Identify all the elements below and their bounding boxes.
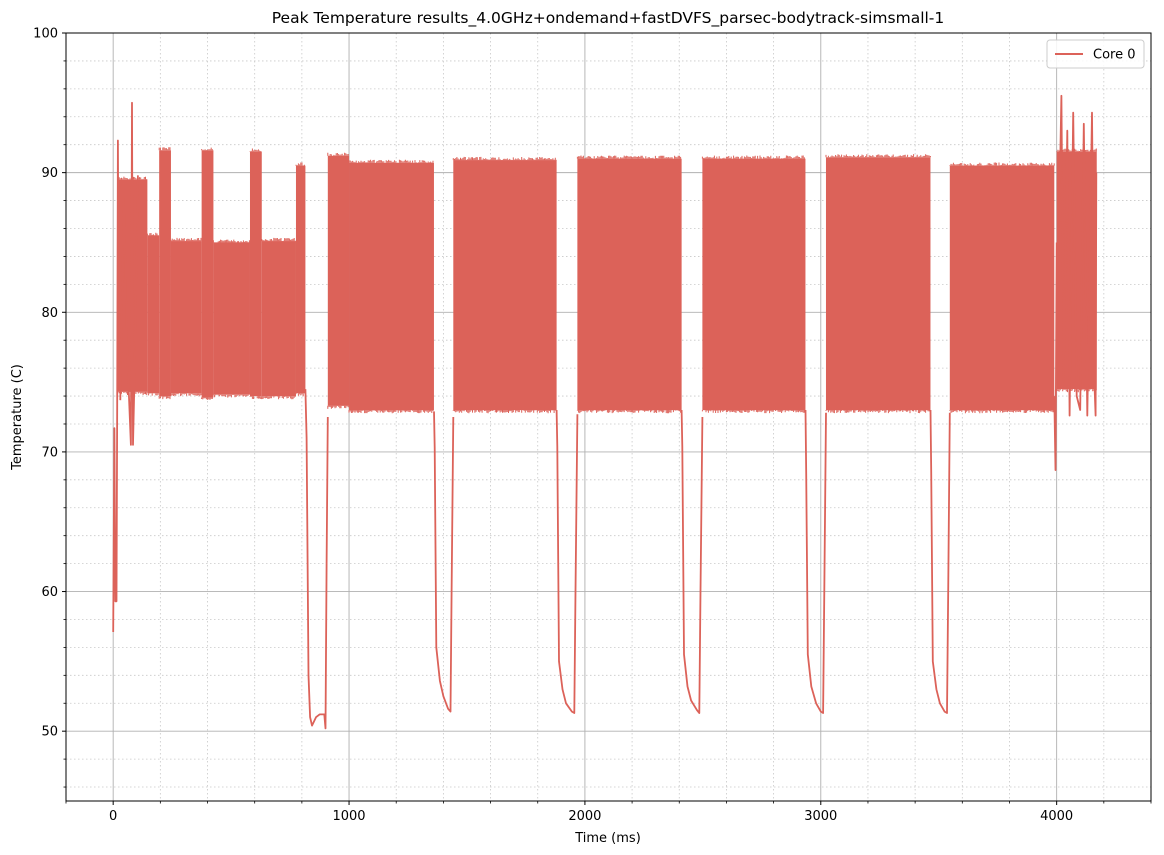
series-band-0-7	[213, 242, 250, 395]
series-band-edge-bottom	[158, 396, 171, 400]
series-band-edge-top	[201, 147, 213, 151]
series-band-edge-top	[212, 239, 250, 243]
series-band-edge-top	[576, 155, 682, 159]
y-tick-label: 90	[41, 166, 58, 181]
series-band-edge-top	[348, 159, 434, 163]
series-band-edge-top	[701, 155, 805, 159]
legend: Core 0	[1046, 39, 1145, 69]
series-band-edge-top	[249, 148, 262, 152]
series-band-0-13	[349, 162, 434, 411]
series-band-0-9	[261, 241, 296, 397]
series-band-0-23	[949, 165, 1055, 411]
series-band-edge-bottom	[327, 405, 349, 409]
y-tick-label: 60	[41, 585, 58, 600]
series-band-edge-top	[452, 156, 557, 161]
series-band-0-19	[702, 158, 806, 411]
series-line-0-24	[1053, 242, 1058, 471]
series-line-0-20	[804, 409, 827, 714]
x-tick-label: 1000	[332, 809, 365, 824]
series-band-0-3	[147, 235, 160, 394]
x-tick-label: 3000	[804, 809, 837, 824]
series-band-edge-top	[327, 152, 349, 156]
series-band-edge-bottom	[949, 410, 1055, 414]
x-tick-label: 4000	[1040, 809, 1073, 824]
series-band-edge-bottom	[348, 410, 434, 414]
series-band-edge-bottom	[170, 393, 202, 397]
series-band-edge-bottom	[576, 410, 682, 414]
series-band-edge-top	[170, 237, 202, 242]
series-line-0-16	[555, 409, 579, 714]
series-band-edge-bottom	[295, 393, 305, 397]
series-band-edge-top	[295, 162, 305, 166]
chart-title: Peak Temperature results_4.0GHz+ondemand…	[272, 9, 945, 28]
series-band-edge-top	[158, 147, 171, 151]
series-band-edge-top	[949, 162, 1055, 166]
series-line-0-11	[304, 389, 329, 730]
y-tick-label: 100	[33, 27, 58, 42]
series-line-0-18	[680, 409, 704, 714]
series-band-0-21	[825, 157, 931, 411]
x-axis-label: Time (ms)	[574, 831, 641, 846]
axis-ticks: 0 1000 2000 3000 4000 50 60 70 80 90 100	[33, 27, 1152, 824]
series-band-edge-bottom	[148, 393, 159, 396]
series-band-edge-bottom	[212, 394, 250, 398]
y-tick-label: 80	[41, 306, 58, 321]
series-band-0-15	[453, 160, 557, 411]
series-band-0-6	[201, 150, 214, 398]
series-band-0-5	[170, 241, 202, 394]
series-band-edge-top	[146, 232, 159, 236]
series-band-0-4	[159, 150, 171, 397]
series-band-0-12	[327, 155, 350, 406]
series-band-edge-bottom	[825, 410, 931, 414]
series-line-0-14	[433, 411, 455, 713]
y-axis-label: Temperature (C)	[10, 364, 25, 471]
series-band-edge-bottom	[261, 396, 296, 400]
series-band-0-10	[295, 165, 306, 394]
series-band-edge-top	[825, 154, 931, 158]
y-tick-label: 70	[41, 445, 58, 460]
series-band-0-8	[249, 151, 262, 397]
legend-label-core-0: Core 0	[1093, 48, 1136, 63]
plot-frame	[65, 32, 1152, 802]
series-band-edge-top	[261, 237, 296, 242]
series-band-0-17	[577, 158, 682, 411]
x-tick-label: 2000	[568, 809, 601, 824]
x-tick-label: 0	[109, 809, 117, 824]
legend-box	[1046, 39, 1145, 69]
series-band-edge-bottom	[201, 397, 213, 400]
series-line-0-2	[119, 101, 139, 446]
series-layer	[112, 94, 1098, 730]
series-band-edge-bottom	[452, 410, 557, 414]
series-band-edge-bottom	[701, 410, 805, 414]
series-line-0-26	[1058, 94, 1098, 417]
y-tick-label: 50	[41, 725, 58, 740]
series-line-0-22	[929, 409, 951, 714]
series-band-edge-bottom	[249, 396, 262, 399]
series-line-0-0	[112, 139, 120, 633]
